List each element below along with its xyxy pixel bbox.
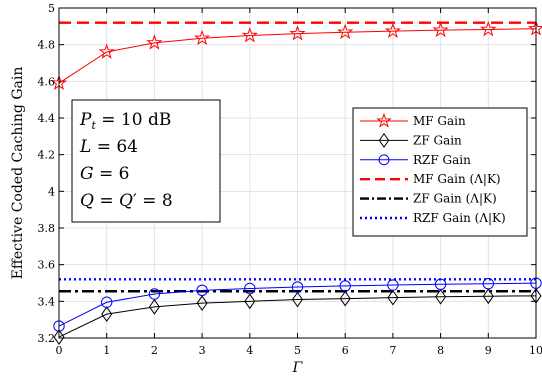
data-point-2: [101, 296, 113, 308]
data-point-0: [384, 22, 402, 38]
x-tick-label: 2: [151, 344, 158, 357]
x-tick-label: 0: [56, 344, 63, 357]
x-tick-label: 4: [246, 344, 253, 357]
data-point-1: [291, 291, 304, 308]
series-lines: [58, 28, 537, 338]
data-point-0: [480, 20, 497, 37]
data-point-1: [482, 288, 494, 305]
data-point-0: [432, 21, 449, 38]
param-l: L = 64: [79, 137, 138, 157]
data-point-0: [98, 43, 115, 59]
data-point-1: [387, 289, 399, 306]
legend-marker-0: [376, 112, 392, 128]
reference-lines: [59, 21, 536, 293]
data-point-0: [289, 25, 306, 41]
x-tick-label: 1: [103, 344, 110, 357]
data-point-0: [193, 29, 211, 46]
x-tick-label: 5: [294, 344, 301, 357]
y-tick-label: 4.2: [38, 149, 56, 162]
legend-marker-2: [378, 154, 390, 166]
legend-entry-4: ZF Gain (Λ|K): [413, 192, 497, 206]
x-tick-label: 9: [485, 344, 492, 357]
param-g: G = 6: [80, 164, 129, 184]
x-axis-label: Γ: [292, 360, 304, 376]
data-point-2: [387, 279, 399, 291]
y-axis-label: Effective Coded Caching Gain: [10, 67, 26, 280]
data-point-1: [435, 288, 447, 305]
y-tick-label: 4.6: [38, 75, 56, 88]
param-q: Q = Q′ = 8: [80, 191, 173, 211]
x-tick-label: 7: [389, 344, 396, 357]
legend-entry-1: ZF Gain: [413, 133, 462, 147]
y-tick-label: 4: [48, 185, 55, 198]
data-point-1: [53, 329, 65, 345]
y-tick-labels: 3.2 3.4 3.6 3.8 4 4.2 4.4 4.6 4.8 5: [38, 2, 56, 345]
data-point-0: [146, 34, 163, 50]
y-tick-label: 3.6: [38, 259, 56, 272]
param-pt: Pt = 10 dB: [79, 110, 171, 132]
series-line-2: [58, 282, 537, 327]
data-point-2: [148, 288, 161, 300]
legend-entry-2: RZF Gain: [413, 153, 471, 167]
data-point-1: [196, 295, 208, 312]
legend-entry-5: RZF Gain (Λ|K): [413, 211, 506, 225]
y-tick-label: 3.2: [38, 332, 56, 345]
data-point-2: [434, 278, 447, 290]
y-tick-label: 3.8: [38, 222, 56, 235]
legend-entry-0: MF Gain: [413, 114, 466, 128]
data-point-1: [339, 290, 351, 307]
legend-marker-1: [378, 132, 390, 148]
legend: MF Gain ZF Gain RZF Gain MF Gain (Λ|K) ZF Ga…: [352, 107, 528, 237]
x-tick-label: 3: [199, 344, 206, 357]
data-point-1: [101, 306, 113, 323]
x-tick-label: 10: [529, 344, 542, 357]
series-markers: [50, 20, 542, 345]
data-point-2: [291, 281, 304, 293]
legend-entry-3: MF Gain (Λ|K): [413, 172, 501, 186]
y-tick-label: 4.8: [38, 39, 56, 52]
x-tick-labels: 0 1 2 3 4 5 6 7 8 9 10: [56, 344, 542, 357]
data-point-1: [148, 298, 160, 315]
data-point-1: [244, 293, 256, 310]
plot-frame: [58, 7, 537, 339]
data-point-0: [337, 23, 354, 40]
data-point-2: [482, 278, 494, 290]
x-tick-label: 6: [342, 344, 349, 357]
data-point-2: [339, 280, 351, 292]
x-tick-label: 8: [437, 344, 444, 357]
data-point-0: [241, 26, 258, 43]
y-tick-label: 3.4: [38, 295, 56, 308]
y-tick-label: 5: [48, 2, 55, 15]
data-point-2: [196, 284, 208, 297]
series-line-1: [58, 295, 537, 338]
series-line-0: [58, 28, 537, 84]
y-tick-label: 4.4: [38, 112, 56, 125]
data-point-2: [244, 282, 256, 295]
parameter-box: Pt = 10 dB L = 64 G = 6 Q = Q′ = 8: [71, 99, 221, 223]
